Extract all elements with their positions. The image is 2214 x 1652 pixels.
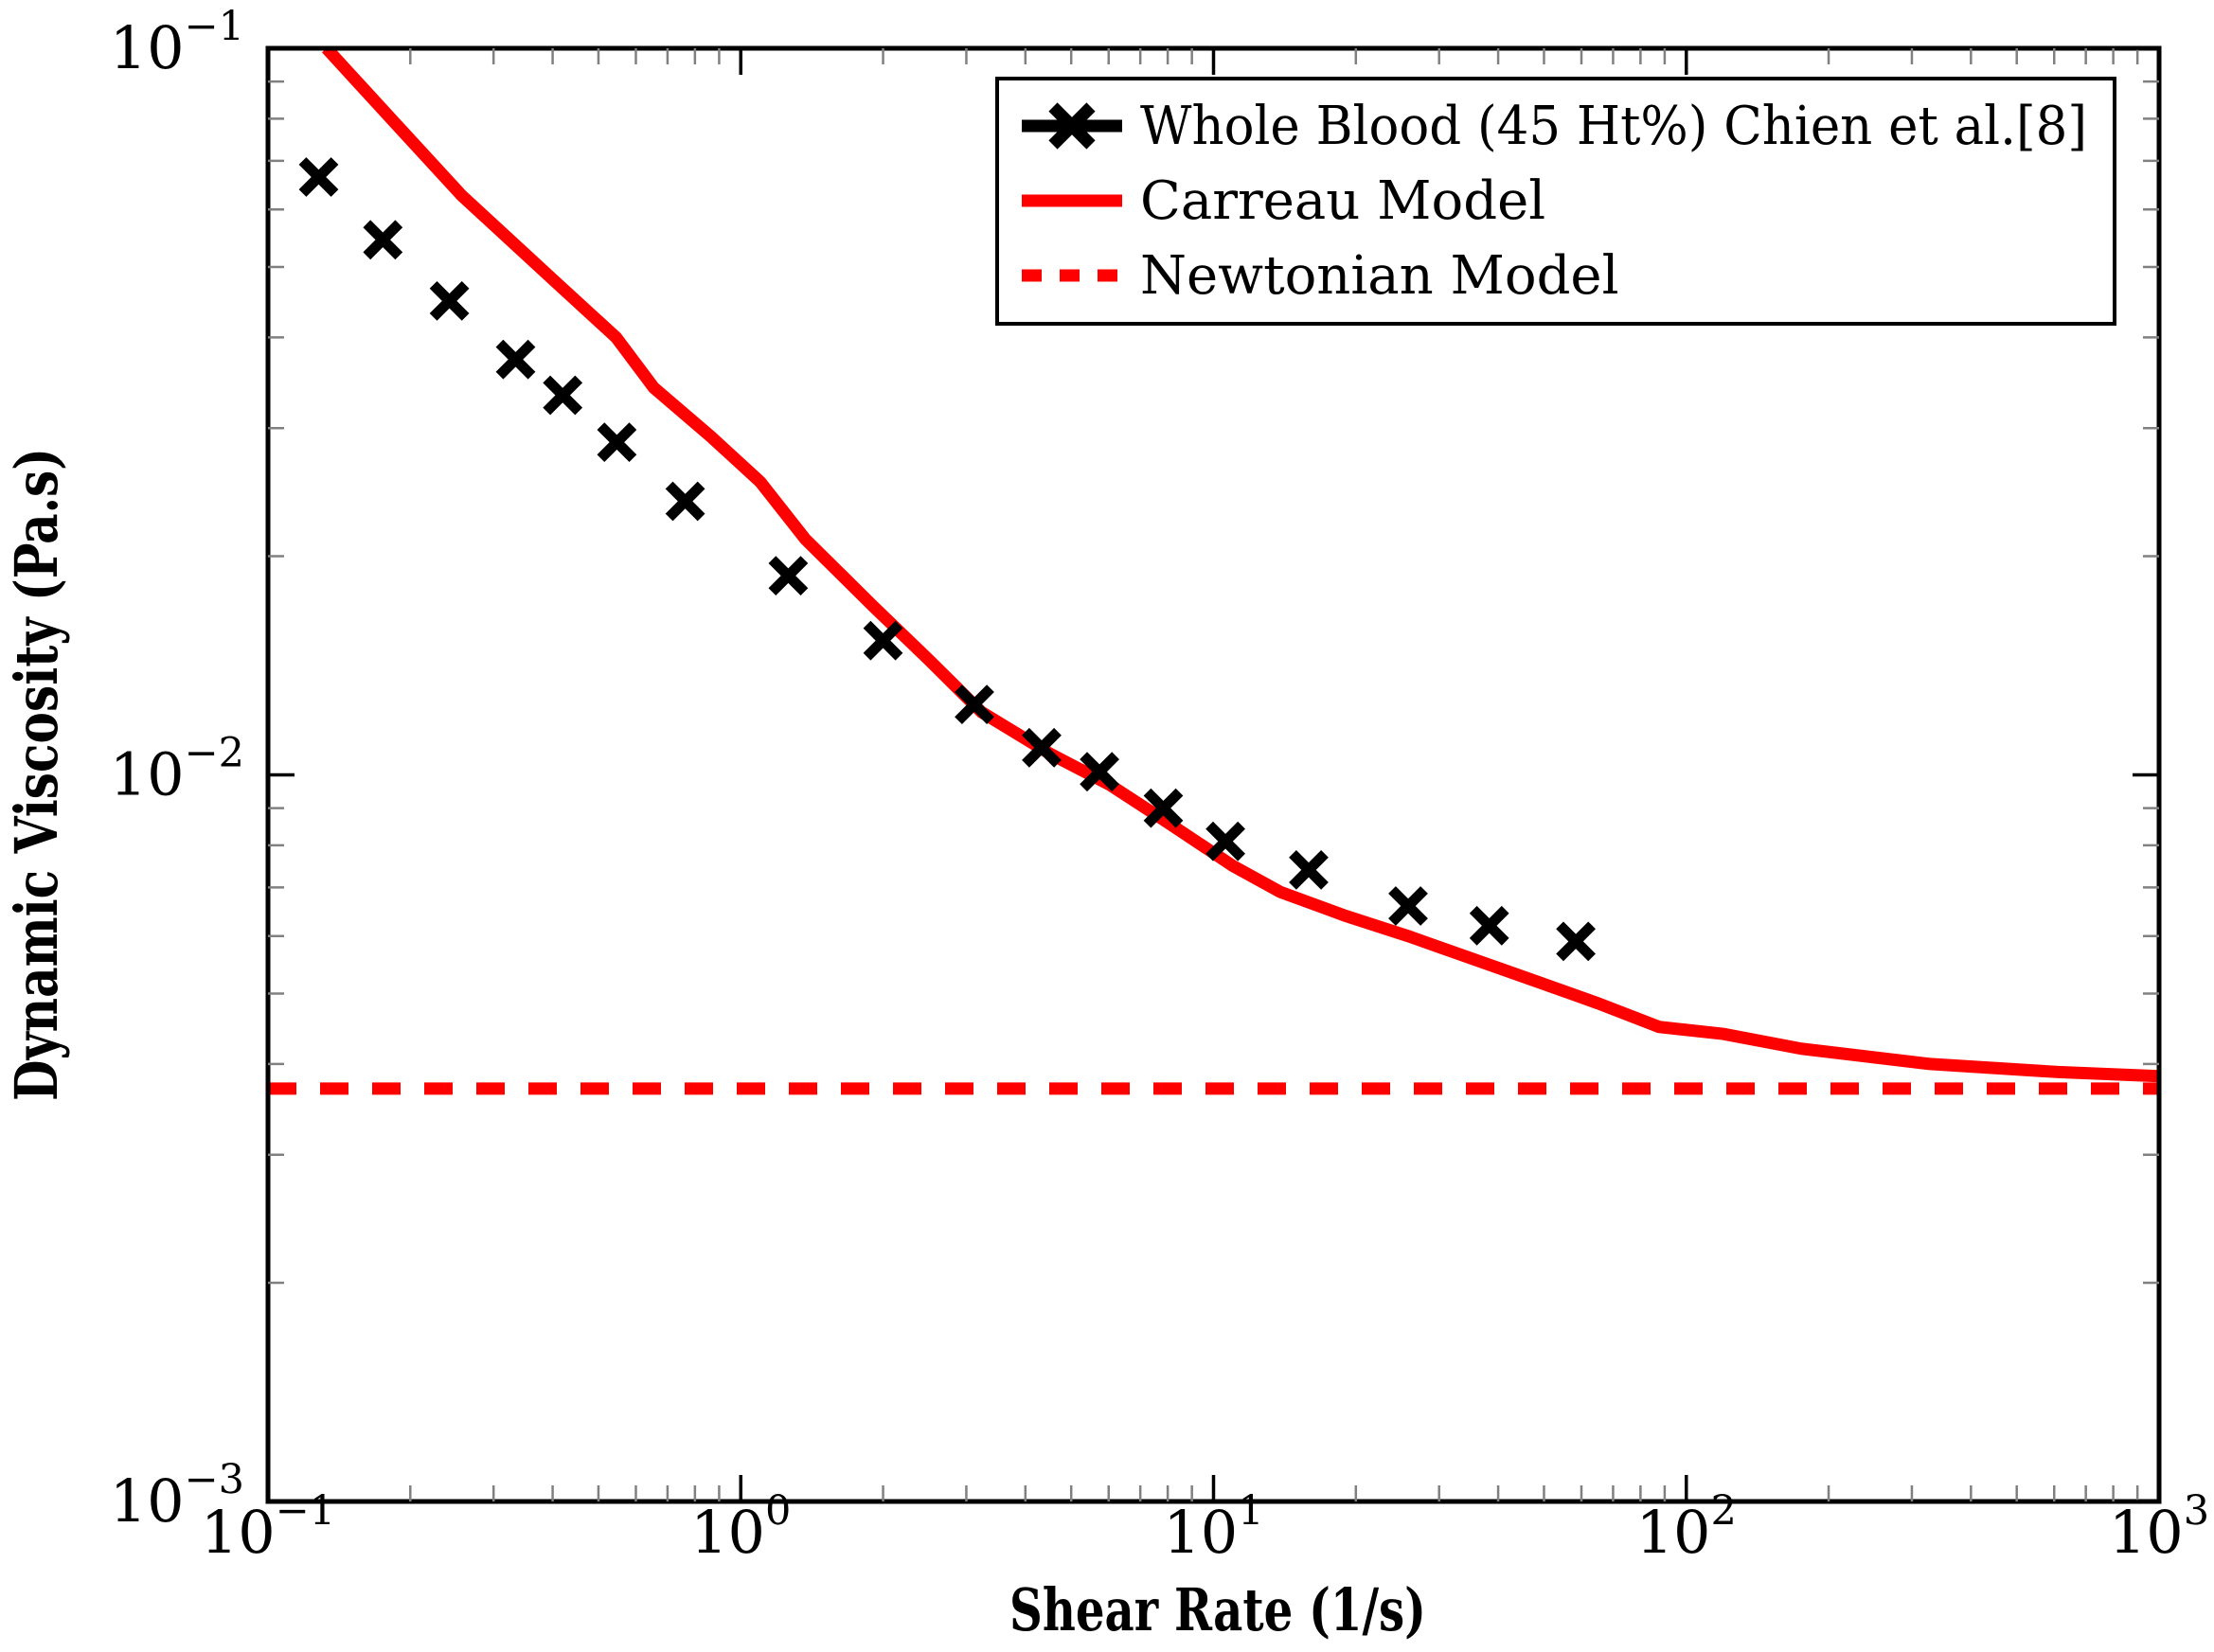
y-axis-title: Dynamic Viscosity (Pa.s) [2, 448, 71, 1101]
x-tick-label: 101 [1163, 1487, 1263, 1567]
axis-ticks [266, 46, 2161, 1503]
legend-sample-x-marker-icon [1048, 102, 1096, 150]
legend-box [995, 77, 2116, 326]
x-tick-label: 10−1 [201, 1487, 335, 1567]
x-axis-title: Shear Rate (1/s) [1009, 1575, 1426, 1644]
plot-curves [268, 48, 2159, 1095]
x-tick-label: 103 [2109, 1487, 2209, 1567]
legend: Whole Blood (45 Ht%) Chien et al.[8] Car… [995, 77, 2116, 326]
y-tick-label: 10−1 [110, 3, 244, 82]
x-tick-label: 100 [690, 1487, 791, 1567]
axis-tick-labels: 10−1 100 101 102 103 10−1 10−2 10−3 [110, 3, 2209, 1567]
legend-label-whole-blood: Whole Blood (45 Ht%) Chien et al.[8] [1140, 96, 2087, 157]
y-tick-label: 10−3 [110, 1456, 244, 1536]
x-tick-label: 102 [1636, 1487, 1737, 1567]
legend-label-newtonian: Newtonian Model [1140, 245, 1618, 307]
legend-label-carreau: Carreau Model [1140, 170, 1545, 232]
whole-blood-data-points [298, 157, 1596, 962]
y-tick-label: 10−2 [110, 730, 244, 809]
